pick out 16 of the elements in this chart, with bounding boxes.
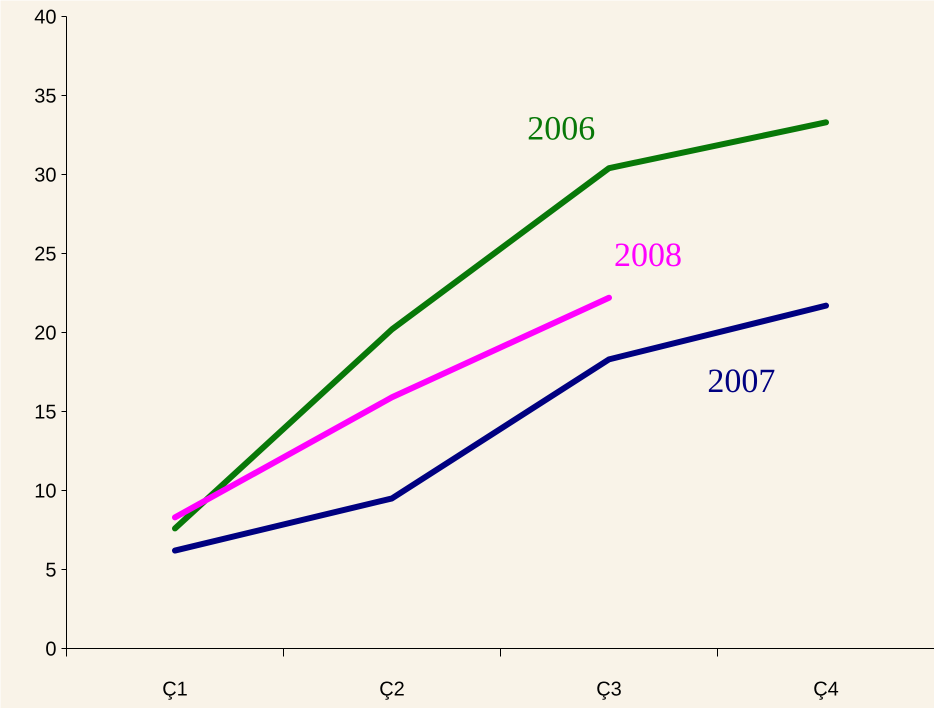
y-tick-label: 30 — [34, 164, 57, 186]
y-tick-label: 20 — [34, 322, 57, 344]
series-label: 2006 — [527, 110, 596, 148]
y-tick-label: 35 — [34, 86, 57, 108]
y-tick-label: 0 — [45, 638, 56, 660]
series-label: 2007 — [707, 362, 776, 400]
y-tick-label: 10 — [34, 480, 57, 502]
y-tick-label: 25 — [34, 244, 57, 266]
x-tick-label: Ç1 — [162, 678, 188, 700]
y-tick-label: 40 — [34, 6, 57, 28]
x-tick-label: Ç2 — [379, 678, 405, 700]
y-tick-label: 15 — [34, 402, 57, 424]
x-tick-label: Ç4 — [813, 678, 839, 700]
y-tick-label: 5 — [45, 560, 56, 582]
x-tick-label: Ç3 — [596, 678, 622, 700]
series-label: 2008 — [614, 237, 682, 274]
